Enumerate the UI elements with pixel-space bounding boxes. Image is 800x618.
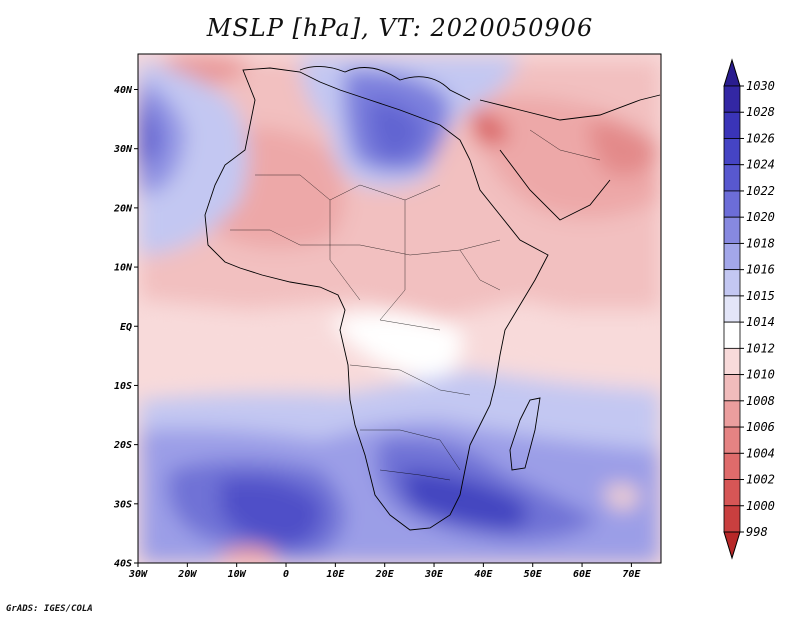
colorbar-bottom-arrow: [723, 531, 741, 560]
x-tick-label: 10E: [326, 569, 345, 580]
colorbar-label: 1030: [746, 79, 775, 93]
x-tick-label: 50E: [524, 569, 543, 580]
y-axis: 40N 30N 20N 10N EQ 10S 20S 30S 40S: [113, 85, 138, 570]
y-tick-label: 40N: [114, 85, 133, 96]
y-tick-label: 10N: [114, 263, 133, 274]
x-tick-label: 30E: [424, 569, 444, 580]
x-tick-label: 20W: [177, 569, 197, 580]
colorbar-label: 1014: [746, 315, 775, 329]
plot-frame: [137, 53, 662, 564]
colorbar-box: [723, 243, 741, 271]
credit-text: GrADS: IGES/COLA: [6, 604, 93, 614]
x-tick-label: 0: [283, 569, 289, 580]
colorbar-box: [723, 374, 741, 402]
y-tick-label: 40S: [114, 559, 132, 570]
colorbar-label: 1028: [746, 105, 775, 119]
y-tick-label: 20S: [113, 440, 132, 451]
colorbar-label: 1020: [746, 210, 775, 224]
colorbar-box: [723, 164, 741, 192]
x-tick-label: 30W: [128, 569, 148, 580]
coastlines: [204, 66, 661, 531]
colorbar-box: [723, 216, 741, 244]
y-tick-label: EQ: [120, 322, 132, 333]
colorbar-label: 1010: [746, 368, 775, 382]
y-tick-label: 30N: [113, 144, 133, 155]
x-tick-label: 40E: [474, 569, 493, 580]
colorbar-box: [723, 479, 741, 507]
colorbar-box: [723, 269, 741, 297]
colorbar-label: 1018: [746, 236, 775, 250]
map-title: MSLP [hPa], VT: 2020050906: [206, 14, 594, 42]
colorbar-box: [723, 138, 741, 166]
colorbar-box: [723, 426, 741, 454]
colorbar-label: 1026: [746, 131, 775, 145]
x-tick-label: 20E: [375, 569, 395, 580]
x-tick-label: 10W: [228, 569, 247, 580]
colorbar-box: [723, 400, 741, 428]
x-tick-label: 60E: [573, 569, 592, 580]
colorbar-box: [723, 111, 741, 139]
colorbar-box: [723, 295, 741, 323]
colorbar-label: 1015: [746, 289, 775, 303]
colorbar-box: [723, 321, 741, 349]
colorbar-label: 1022: [746, 184, 775, 198]
colorbar-label: 1016: [746, 263, 775, 277]
x-axis: 30W 20W 10W 0 10E 20E 30E 40E 50E 60E 70E: [128, 563, 641, 580]
colorbar-label: 1002: [746, 473, 775, 487]
colorbar-label: 1000: [746, 499, 775, 513]
colorbar-label: 1006: [746, 420, 775, 434]
colorbar-box: [723, 452, 741, 480]
y-tick-label: 30S: [113, 499, 132, 510]
colorbar-legend: 1030 1028 1026 1024 1022 1020 1018 1016 1015 1014…: [723, 58, 775, 560]
colorbar-label: 1008: [746, 394, 775, 408]
colorbar-label: 998: [746, 525, 768, 539]
colorbar-label: 1024: [746, 158, 775, 172]
y-tick-label: 10S: [114, 381, 132, 392]
x-tick-label: 70E: [622, 569, 641, 580]
y-tick-label: 20N: [113, 203, 133, 214]
colorbar-box: [723, 347, 741, 375]
colorbar-label: 1004: [746, 446, 775, 460]
colorbar-label: 1012: [746, 341, 775, 355]
colorbar-box: [723, 190, 741, 218]
pressure-field: [138, 54, 661, 563]
country-borders: [230, 129, 601, 481]
colorbar-top-arrow: [723, 58, 741, 87]
colorbar-box: [723, 505, 741, 533]
colorbar-box: [723, 85, 741, 113]
